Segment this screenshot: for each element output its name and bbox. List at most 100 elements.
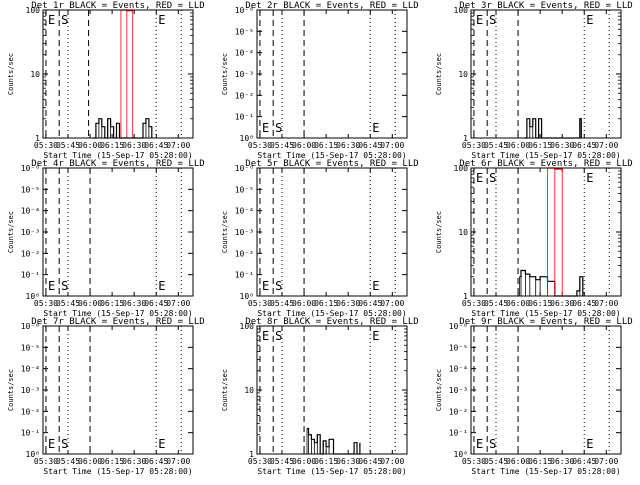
y-axis-label: Counts/sec xyxy=(221,369,229,411)
x-tick-label: 05:30 xyxy=(462,299,486,308)
panel-title: Det 8r BLACK = Events, RED = LLD xyxy=(245,317,418,327)
x-tick-label: 06:45 xyxy=(572,299,596,308)
time-marker-label: E xyxy=(476,171,483,185)
y-tick-label: 10⁻⁶ xyxy=(235,164,254,173)
y-tick-label: 10⁻⁵ xyxy=(449,343,468,352)
y-tick-label: 10⁰ xyxy=(26,292,40,301)
x-tick-label: 05:45 xyxy=(56,141,80,150)
x-tick-label: 06:00 xyxy=(292,141,316,150)
x-tick-label: 06:15 xyxy=(528,141,552,150)
time-marker-label: E xyxy=(586,437,593,451)
y-tick-label: 10⁻⁶ xyxy=(21,164,40,173)
y-axis-label: Counts/sec xyxy=(435,53,443,95)
plot-frame xyxy=(256,167,408,297)
y-tick-label: 10⁻⁶ xyxy=(449,322,468,331)
plot-frame xyxy=(42,167,194,297)
plot-frame xyxy=(42,325,194,455)
time-marker-label: E xyxy=(158,437,165,451)
y-tick-label: 10 xyxy=(244,386,254,395)
x-tick-label: 06:00 xyxy=(506,141,530,150)
x-tick-label: 07:00 xyxy=(166,141,190,150)
x-axis-label: Start Time (15-Sep-17 05:28:00) xyxy=(257,309,406,318)
time-marker-label: S xyxy=(275,279,282,293)
panel-title: Det 5r BLACK = Events, RED = LLD xyxy=(245,159,418,169)
x-tick-label: 06:15 xyxy=(100,299,124,308)
time-marker-label: E xyxy=(262,279,269,293)
x-tick-label: 06:15 xyxy=(314,141,338,150)
x-tick-label: 06:00 xyxy=(506,457,530,466)
y-tick-label: 10⁻³ xyxy=(235,70,254,79)
x-tick-label: 06:00 xyxy=(78,141,102,150)
x-tick-label: 07:00 xyxy=(594,141,618,150)
plot-frame xyxy=(256,325,408,455)
time-marker-label: E xyxy=(262,329,269,343)
x-axis-label: Start Time (15-Sep-17 05:28:00) xyxy=(43,467,192,476)
x-tick-label: 07:00 xyxy=(380,141,404,150)
y-tick-label: 10⁰ xyxy=(240,292,254,301)
detector-panel: Det 6r BLACK = Events, RED = LLD Counts/s… xyxy=(435,159,633,318)
x-tick-label: 06:45 xyxy=(358,141,382,150)
y-tick-label: 10⁻² xyxy=(21,407,40,416)
x-tick-label: 05:45 xyxy=(484,141,508,150)
y-axis-label: Counts/sec xyxy=(435,369,443,411)
panel-title: Det 9r BLACK = Events, RED = LLD xyxy=(459,317,632,327)
plot-frame xyxy=(470,167,622,297)
x-tick-label: 05:45 xyxy=(56,457,80,466)
x-tick-label: 06:15 xyxy=(314,457,338,466)
x-tick-label: 06:30 xyxy=(122,299,146,308)
x-tick-label: 06:00 xyxy=(78,299,102,308)
time-marker-label: E xyxy=(262,121,269,135)
time-marker-label: E xyxy=(586,13,593,27)
plot-frame xyxy=(470,325,622,455)
x-tick-label: 05:45 xyxy=(484,299,508,308)
x-tick-label: 06:45 xyxy=(144,141,168,150)
time-marker-label: S xyxy=(489,437,496,451)
time-marker-label: E xyxy=(372,121,379,135)
y-tick-label: 10 xyxy=(30,70,40,79)
data-series-line xyxy=(307,427,361,455)
x-tick-label: 06:00 xyxy=(292,457,316,466)
y-tick-label: 10 xyxy=(458,228,468,237)
x-tick-label: 06:15 xyxy=(528,299,552,308)
y-tick-label: 10⁻⁴ xyxy=(235,49,254,58)
x-tick-label: 06:00 xyxy=(78,457,102,466)
y-tick-label: 10⁻² xyxy=(235,91,254,100)
panel-title: Det 2r BLACK = Events, RED = LLD xyxy=(245,1,418,11)
y-tick-label: 10 xyxy=(458,70,468,79)
y-tick-label: 10⁰ xyxy=(26,450,40,459)
x-tick-label: 06:30 xyxy=(336,457,360,466)
panel-title: Det 3r BLACK = Events, RED = LLD xyxy=(459,1,632,11)
x-tick-label: 05:45 xyxy=(270,141,294,150)
time-marker-label: E xyxy=(48,13,55,27)
time-marker-label: E xyxy=(476,13,483,27)
x-tick-label: 06:45 xyxy=(572,457,596,466)
detector-panel: Det 7r BLACK = Events, RED = LLD Counts/s… xyxy=(7,317,205,476)
x-tick-label: 06:00 xyxy=(506,299,530,308)
plot-frame xyxy=(470,9,622,139)
y-tick-label: 10⁻¹ xyxy=(235,113,254,122)
plot-frame xyxy=(42,9,194,139)
x-tick-label: 06:30 xyxy=(550,299,574,308)
time-marker-label: S xyxy=(489,171,496,185)
time-marker-label: E xyxy=(372,279,379,293)
x-tick-label: 07:00 xyxy=(594,457,618,466)
x-tick-label: 06:15 xyxy=(314,299,338,308)
time-marker-label: E xyxy=(476,437,483,451)
time-marker-label: E xyxy=(48,437,55,451)
detector-panel: Det 5r BLACK = Events, RED = LLD Counts/s… xyxy=(221,159,419,318)
y-tick-label: 10⁻¹ xyxy=(21,271,40,280)
y-tick-label: 10⁻⁶ xyxy=(21,322,40,331)
detector-panel: Det 2r BLACK = Events, RED = LLD Counts/s… xyxy=(221,1,419,160)
y-tick-label: 10⁰ xyxy=(454,450,468,459)
x-tick-label: 05:30 xyxy=(248,141,272,150)
y-tick-label: 10⁻⁵ xyxy=(235,27,254,36)
x-tick-label: 06:30 xyxy=(122,141,146,150)
time-marker-label: E xyxy=(372,329,379,343)
x-axis-label: Start Time (15-Sep-17 05:28:00) xyxy=(471,309,620,318)
x-tick-label: 06:45 xyxy=(572,141,596,150)
time-marker-label: S xyxy=(61,279,68,293)
panel-title: Det 7r BLACK = Events, RED = LLD xyxy=(31,317,204,327)
y-axis-label: Counts/sec xyxy=(221,211,229,253)
panel-title: Det 6r BLACK = Events, RED = LLD xyxy=(459,159,632,169)
